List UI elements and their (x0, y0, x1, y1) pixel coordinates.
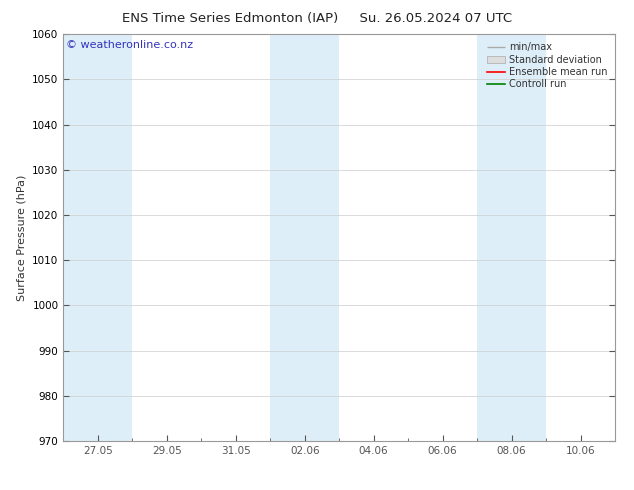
Text: ENS Time Series Edmonton (IAP)     Su. 26.05.2024 07 UTC: ENS Time Series Edmonton (IAP) Su. 26.05… (122, 12, 512, 25)
Bar (270, 34, 339, 441)
Legend: min/max, Standard deviation, Ensemble mean run, Controll run: min/max, Standard deviation, Ensemble me… (484, 39, 610, 92)
Text: © weatheronline.co.nz: © weatheronline.co.nz (66, 40, 193, 50)
Bar (63, 34, 133, 441)
Y-axis label: Surface Pressure (hPa): Surface Pressure (hPa) (16, 174, 27, 301)
Bar (477, 34, 546, 441)
